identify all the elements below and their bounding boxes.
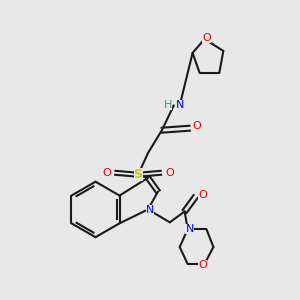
Text: N: N (146, 206, 154, 215)
Text: N: N (185, 224, 194, 234)
Text: N: N (176, 100, 184, 110)
Text: O: O (198, 190, 207, 200)
Text: O: O (192, 121, 201, 131)
Text: N: N (185, 224, 194, 234)
Text: O: O (102, 168, 111, 178)
Text: H: H (164, 100, 172, 110)
Text: S: S (134, 168, 142, 181)
Text: O: O (202, 33, 211, 43)
Text: O: O (165, 168, 174, 178)
Text: O: O (198, 260, 207, 270)
